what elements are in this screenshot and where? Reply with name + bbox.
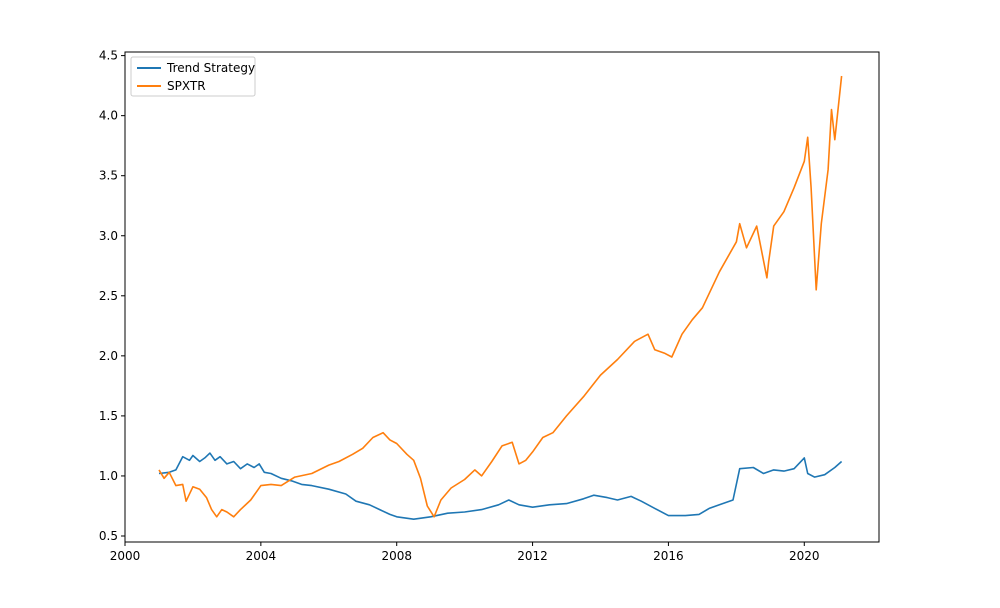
y-tick-label: 2.0 — [99, 349, 118, 363]
y-tick-label: 3.0 — [99, 229, 118, 243]
x-tick-label: 2016 — [653, 549, 684, 563]
y-tick-label: 0.5 — [99, 529, 118, 543]
x-tick-label: 2020 — [789, 549, 820, 563]
y-axis: 0.5 1.0 1.5 2.0 2.5 3.0 3.5 4.0 4.5 — [99, 49, 125, 543]
legend-box — [130, 56, 256, 97]
y-tick-label: 4.0 — [99, 109, 118, 123]
legend: Trend Strategy SPXTR — [130, 56, 256, 97]
x-tick-label: 2004 — [246, 549, 277, 563]
plot-frame — [124, 51, 880, 543]
x-tick-label: 2000 — [110, 549, 141, 563]
x-axis: 2000 2004 2008 2012 2016 2020 — [110, 542, 820, 563]
legend-label-trend-strategy: Trend Strategy — [166, 61, 255, 75]
x-tick-label: 2012 — [517, 549, 548, 563]
plot-area — [125, 52, 879, 542]
series-line-trend-strategy — [158, 452, 843, 521]
y-tick-label: 1.5 — [99, 409, 118, 423]
y-tick-label: 2.5 — [99, 289, 118, 303]
y-tick-label: 3.5 — [99, 169, 118, 183]
series-line-spxtr — [158, 75, 843, 518]
x-tick-label: 2008 — [381, 549, 412, 563]
series-layer — [158, 75, 843, 521]
legend-label-spxtr: SPXTR — [167, 79, 206, 93]
y-tick-label: 1.0 — [99, 469, 118, 483]
y-tick-label: 4.5 — [99, 49, 118, 63]
